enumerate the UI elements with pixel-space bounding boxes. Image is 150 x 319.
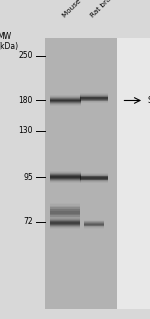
Bar bbox=[45, 38, 117, 309]
Bar bbox=[84, 228, 104, 229]
Bar bbox=[84, 223, 104, 224]
Bar bbox=[80, 174, 108, 175]
Bar bbox=[50, 220, 80, 221]
Bar bbox=[50, 214, 80, 215]
Bar bbox=[50, 219, 80, 220]
Bar bbox=[84, 224, 104, 225]
Bar bbox=[50, 175, 81, 176]
Bar bbox=[80, 100, 108, 101]
Bar bbox=[84, 220, 104, 221]
Bar bbox=[50, 211, 80, 212]
Bar bbox=[50, 217, 80, 219]
Bar bbox=[80, 176, 108, 177]
Text: 95: 95 bbox=[23, 173, 33, 182]
Bar bbox=[50, 226, 80, 227]
Text: 130: 130 bbox=[18, 126, 33, 135]
Bar bbox=[50, 178, 81, 179]
Bar bbox=[80, 182, 108, 183]
Bar bbox=[50, 225, 80, 226]
Text: Mouse brain: Mouse brain bbox=[61, 0, 97, 19]
Bar bbox=[50, 228, 80, 229]
Bar bbox=[50, 101, 81, 102]
Text: 72: 72 bbox=[23, 217, 33, 226]
Bar bbox=[50, 179, 81, 180]
Bar bbox=[80, 99, 108, 100]
Bar bbox=[80, 101, 108, 102]
Bar bbox=[50, 220, 80, 222]
Bar bbox=[50, 97, 81, 98]
Bar bbox=[50, 207, 80, 209]
Bar bbox=[80, 175, 108, 176]
Bar bbox=[50, 221, 80, 222]
Bar bbox=[50, 174, 81, 175]
Bar bbox=[50, 104, 81, 105]
Bar bbox=[50, 181, 81, 182]
Text: 250: 250 bbox=[18, 51, 33, 60]
Bar bbox=[50, 176, 81, 177]
Bar bbox=[80, 95, 108, 96]
Bar bbox=[80, 177, 108, 178]
Bar bbox=[50, 98, 81, 99]
Bar bbox=[50, 172, 81, 173]
Bar bbox=[50, 99, 81, 100]
Bar bbox=[80, 179, 108, 180]
Bar bbox=[50, 182, 81, 183]
Bar bbox=[80, 102, 108, 103]
Bar bbox=[80, 173, 108, 174]
Bar bbox=[80, 181, 108, 182]
Bar bbox=[50, 223, 80, 224]
Bar bbox=[50, 212, 80, 214]
Bar bbox=[80, 94, 108, 95]
Bar bbox=[80, 97, 108, 98]
Bar bbox=[50, 206, 80, 207]
Text: 180: 180 bbox=[19, 96, 33, 105]
Bar bbox=[50, 103, 81, 104]
Bar bbox=[50, 224, 80, 225]
Text: MW
(kDa): MW (kDa) bbox=[0, 32, 18, 51]
Bar bbox=[80, 98, 108, 99]
Text: Rat brain: Rat brain bbox=[90, 0, 117, 19]
Bar bbox=[50, 204, 80, 206]
Bar bbox=[84, 222, 104, 223]
Bar bbox=[50, 218, 80, 219]
Bar bbox=[80, 93, 108, 94]
Bar bbox=[80, 96, 108, 97]
Bar bbox=[50, 219, 80, 220]
Bar bbox=[50, 100, 81, 101]
Bar bbox=[84, 225, 104, 226]
Bar bbox=[50, 209, 80, 211]
Bar bbox=[117, 38, 150, 309]
Bar bbox=[50, 215, 80, 217]
Bar bbox=[50, 95, 81, 96]
Bar bbox=[80, 180, 108, 181]
Bar bbox=[50, 173, 81, 174]
Bar bbox=[50, 177, 81, 178]
Text: Shank3: Shank3 bbox=[147, 96, 150, 105]
Bar bbox=[80, 175, 108, 176]
Bar bbox=[80, 178, 108, 179]
Bar bbox=[50, 203, 80, 204]
Bar bbox=[50, 102, 81, 103]
Bar bbox=[50, 180, 81, 181]
Bar bbox=[50, 227, 80, 228]
Bar bbox=[50, 171, 81, 172]
Bar bbox=[50, 222, 80, 223]
Bar bbox=[84, 227, 104, 228]
Bar bbox=[50, 96, 81, 97]
Bar bbox=[84, 226, 104, 227]
Bar bbox=[84, 221, 104, 222]
Bar bbox=[50, 105, 81, 106]
